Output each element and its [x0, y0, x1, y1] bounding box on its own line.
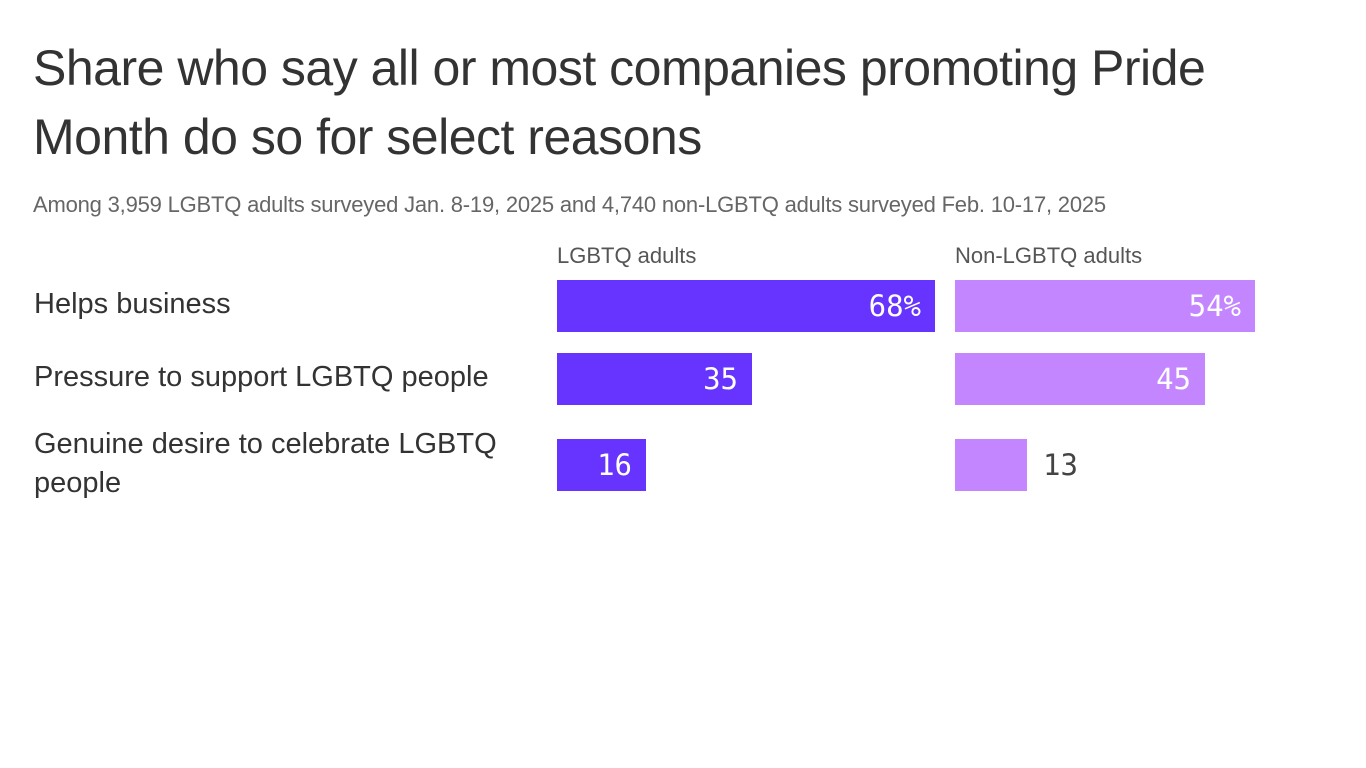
bar-lgbtq-genuine-desire: [557, 439, 646, 491]
bar-non-lgbtq-genuine-desire: [955, 439, 1027, 491]
value-label-non-lgbtq-helps-business: 54%: [1188, 289, 1241, 323]
chart-title: Share who say all or most companies prom…: [33, 40, 1206, 165]
bar-lgbtq-pressure: [557, 353, 752, 405]
category-label-helps-business: Helps business: [34, 288, 231, 320]
bar-non-lgbtq-helps-business: [955, 280, 1255, 332]
value-label-lgbtq-pressure: 35: [703, 362, 738, 396]
value-label-lgbtq-genuine-desire: 16: [597, 448, 632, 482]
panel-header-non-lgbtq: Non-LGBTQ adults: [955, 243, 1143, 268]
bar-non-lgbtq-pressure: [955, 353, 1205, 405]
value-label-lgbtq-helps-business: 68%: [868, 289, 921, 323]
value-label-non-lgbtq-pressure: 45: [1156, 362, 1191, 396]
chart-subtitle: Among 3,959 LGBTQ adults surveyed Jan. 8…: [33, 192, 1106, 217]
panel-header-lgbtq: LGBTQ adults: [557, 243, 697, 268]
bar-lgbtq-helps-business: [557, 280, 935, 332]
value-label-non-lgbtq-genuine-desire: 13: [1043, 448, 1078, 482]
category-label-genuine-desire: Genuine desire to celebrate LGBTQ people: [34, 428, 497, 499]
category-label-pressure: Pressure to support LGBTQ people: [34, 361, 489, 393]
